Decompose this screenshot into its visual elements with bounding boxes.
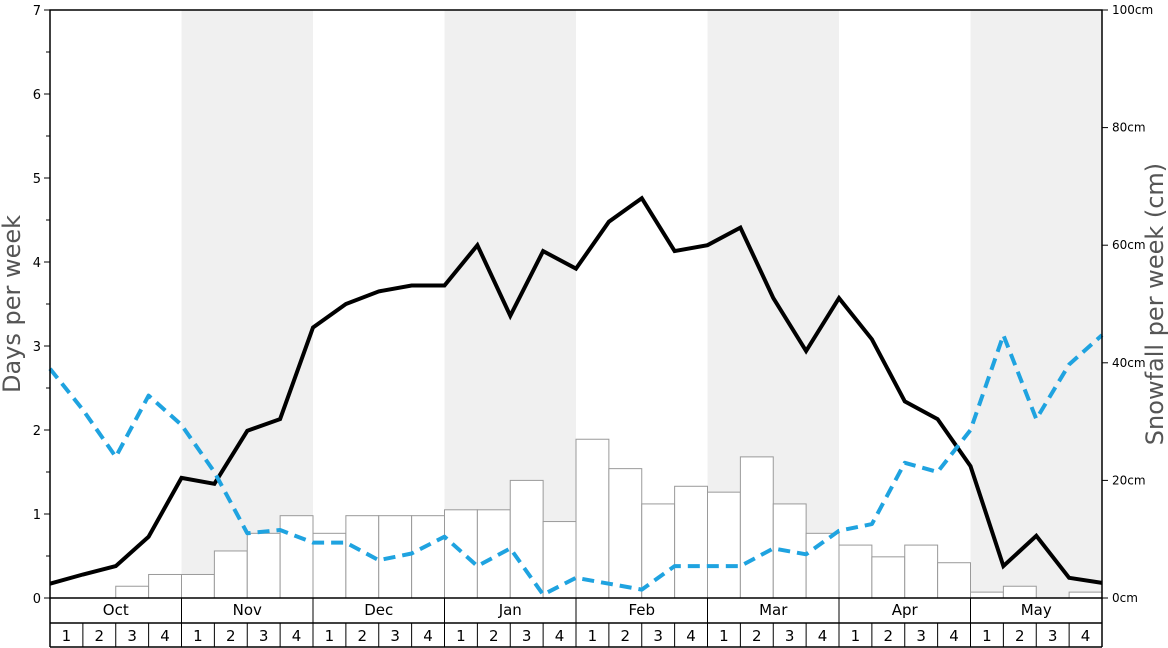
snowfall-bar bbox=[542, 521, 577, 599]
left-tick-label: 1 bbox=[33, 508, 41, 523]
week-label: 4 bbox=[818, 627, 828, 645]
week-label: 3 bbox=[259, 627, 269, 645]
right-axis: 0cm 20cm 40cm 60cm 80cm 100cm bbox=[1102, 3, 1153, 605]
left-axis-title: Days per week bbox=[0, 215, 26, 393]
week-label: 2 bbox=[226, 627, 236, 645]
snowfall-bar bbox=[575, 438, 610, 599]
week-label: 2 bbox=[489, 627, 499, 645]
snowfall-bar bbox=[937, 562, 971, 599]
snowfall-bar bbox=[476, 509, 511, 599]
snowfall-bar bbox=[871, 556, 906, 599]
snowfall-bar bbox=[904, 544, 939, 599]
series-lines bbox=[48, 195, 1104, 597]
x-axis-months-weeks: Oct Nov Dec Jan Feb Mar Apr May 1 2 3 4 1 2 3 4 1 2 3 4 1 2 3 4… bbox=[49, 598, 1103, 648]
right-axis-title: Snowfall per week (cm) bbox=[1141, 163, 1168, 445]
month-bands bbox=[181, 10, 1102, 598]
left-tick-label: 6 bbox=[33, 88, 41, 103]
week-label: 3 bbox=[522, 627, 532, 645]
week-label: 3 bbox=[653, 627, 663, 645]
month-label-feb: Feb bbox=[628, 601, 655, 619]
month-band-may bbox=[970, 10, 1102, 598]
week-label: 4 bbox=[555, 627, 565, 645]
solid-series-line bbox=[49, 195, 1103, 586]
week-label: 1 bbox=[982, 627, 992, 645]
right-tick-label: 40cm bbox=[1112, 356, 1146, 370]
week-label: 3 bbox=[1048, 627, 1058, 645]
week-label: 3 bbox=[390, 627, 400, 645]
week-label: 1 bbox=[719, 627, 729, 645]
week-label: 2 bbox=[95, 627, 105, 645]
left-tick-label: 0 bbox=[33, 592, 41, 607]
week-label: 4 bbox=[1081, 627, 1091, 645]
snowfall-bar bbox=[838, 544, 873, 599]
snowfall-bar bbox=[739, 456, 774, 599]
snowfall-bar bbox=[213, 550, 248, 599]
left-tick-label: 2 bbox=[33, 424, 41, 439]
month-label-jan: Jan bbox=[498, 601, 522, 619]
snowfall-bar bbox=[246, 532, 281, 599]
right-tick-label: 80cm bbox=[1112, 121, 1146, 135]
month-label-oct: Oct bbox=[103, 601, 129, 619]
week-label: 1 bbox=[62, 627, 72, 645]
snowfall-bar bbox=[181, 573, 215, 599]
week-label: 4 bbox=[292, 627, 302, 645]
left-tick-label: 5 bbox=[33, 172, 41, 187]
week-label: 2 bbox=[884, 627, 894, 645]
week-label: 4 bbox=[423, 627, 433, 645]
week-label: 2 bbox=[752, 627, 762, 645]
week-label: 1 bbox=[851, 627, 861, 645]
snowfall-bar bbox=[707, 491, 741, 599]
week-label: 1 bbox=[193, 627, 203, 645]
snowfall-bar bbox=[1002, 585, 1037, 599]
snowfall-bar bbox=[115, 585, 150, 599]
month-label-apr: Apr bbox=[892, 601, 919, 619]
left-tick-label: 7 bbox=[33, 4, 41, 19]
left-tick-label: 3 bbox=[33, 340, 41, 355]
month-band-nov bbox=[181, 10, 313, 598]
snowfall-bar bbox=[641, 503, 676, 599]
week-label: 1 bbox=[325, 627, 335, 645]
week-label: 1 bbox=[588, 627, 598, 645]
week-label: 3 bbox=[127, 627, 137, 645]
month-label-may: May bbox=[1021, 601, 1052, 619]
left-tick-label: 4 bbox=[33, 256, 41, 271]
left-axis: 0 1 2 3 4 5 6 7 bbox=[33, 4, 50, 607]
right-tick-label: 20cm bbox=[1112, 473, 1146, 487]
week-label: 4 bbox=[949, 627, 959, 645]
snowfall-bar bbox=[1068, 591, 1103, 599]
month-label-dec: Dec bbox=[364, 601, 393, 619]
week-label: 3 bbox=[785, 627, 795, 645]
snowfall-bar bbox=[411, 515, 445, 599]
snowfall-bar bbox=[279, 515, 314, 599]
snowfall-bar bbox=[608, 468, 643, 599]
dashed-series-line bbox=[48, 333, 1104, 597]
right-tick-label: 60cm bbox=[1112, 238, 1146, 252]
week-label: 4 bbox=[160, 627, 170, 645]
month-label-mar: Mar bbox=[759, 601, 788, 619]
right-tick-label: 100cm bbox=[1112, 3, 1153, 17]
week-label: 2 bbox=[1015, 627, 1025, 645]
snowfall-bar bbox=[674, 485, 708, 599]
month-label-nov: Nov bbox=[233, 601, 262, 619]
week-label: 1 bbox=[456, 627, 466, 645]
week-label: 3 bbox=[916, 627, 926, 645]
snowfall-bar bbox=[444, 509, 478, 599]
week-label: 2 bbox=[621, 627, 631, 645]
snowfall-bar bbox=[970, 591, 1004, 599]
snowfall-bar bbox=[509, 479, 544, 599]
week-label: 2 bbox=[358, 627, 368, 645]
right-tick-label: 0cm bbox=[1112, 591, 1138, 605]
week-label: 4 bbox=[686, 627, 696, 645]
snowfall-bar bbox=[148, 573, 182, 599]
